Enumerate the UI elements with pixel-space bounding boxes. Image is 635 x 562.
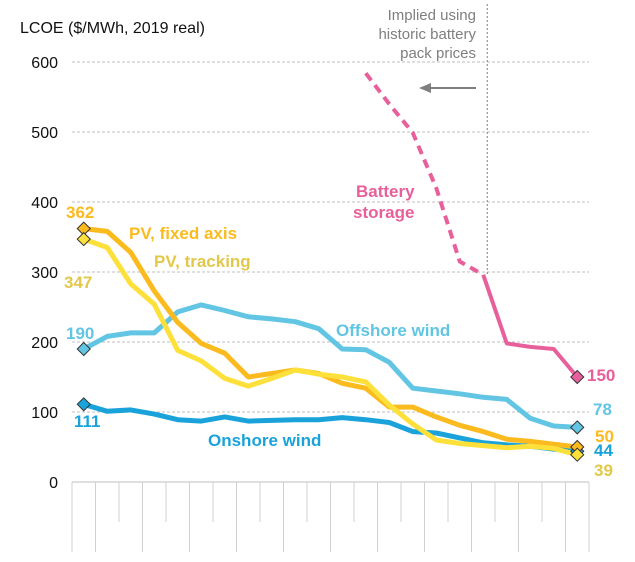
start-marker [76,397,91,412]
y-axis-ticks: 0 100 200 300 400 500 600 [31,55,58,492]
offshore-series-label: Offshore wind [336,321,450,340]
onshore-series-label: Onshore wind [208,431,321,450]
series-markers [76,221,585,462]
y-tick-label: 100 [31,405,58,422]
battery-series-label-line2: storage [353,203,414,222]
onshore-end-value: 44 [594,441,613,460]
offshore-wind-line [82,302,578,430]
pv-fixed-series-label: PV, fixed axis [129,224,237,243]
pv-tracking-series-label: PV, tracking [154,252,251,271]
y-tick-label: 500 [31,125,58,142]
pv-fixed-axis-line [83,226,578,450]
offshore-end-value: 78 [593,400,612,419]
annotation-implied: Implied using historic battery pack prices [378,7,476,93]
annotation-text-line: pack prices [400,45,476,62]
start-marker [76,341,91,357]
y-tick-label: 300 [31,265,58,282]
end-marker [570,369,585,385]
pv-tracking-line [82,236,578,458]
x-axis [71,481,590,552]
onshore-start-value: 111 [74,412,101,431]
battery-end-value: 150 [587,366,615,385]
offshore-start-value: 190 [66,324,94,343]
pv-tracking-start-value: 347 [64,273,92,292]
pv-fixed-start-value: 362 [66,203,94,222]
annotation-text-line: historic battery [378,26,476,43]
battery-series-label-line1: Battery [356,182,415,201]
y-tick-label: 0 [49,475,58,492]
battery-implied-line [364,71,485,277]
battery-line [481,274,579,379]
pv-fixed-end-value: 50 [595,427,614,446]
pv-tracking-end-value: 39 [594,461,613,480]
y-tick-label: 600 [31,55,58,72]
series-lines [82,71,579,458]
annotation-text-line: Implied using [388,7,476,24]
y-tick-label: 200 [31,335,58,352]
arrow-left-icon [419,83,431,93]
end-marker [570,447,585,462]
y-axis-title: LCOE ($/MWh, 2019 real) [20,20,205,37]
y-tick-label: 400 [31,195,58,212]
onshore-wind-line [83,401,578,454]
start-marker [76,231,91,247]
end-marker [570,420,585,435]
gridlines [72,61,589,413]
